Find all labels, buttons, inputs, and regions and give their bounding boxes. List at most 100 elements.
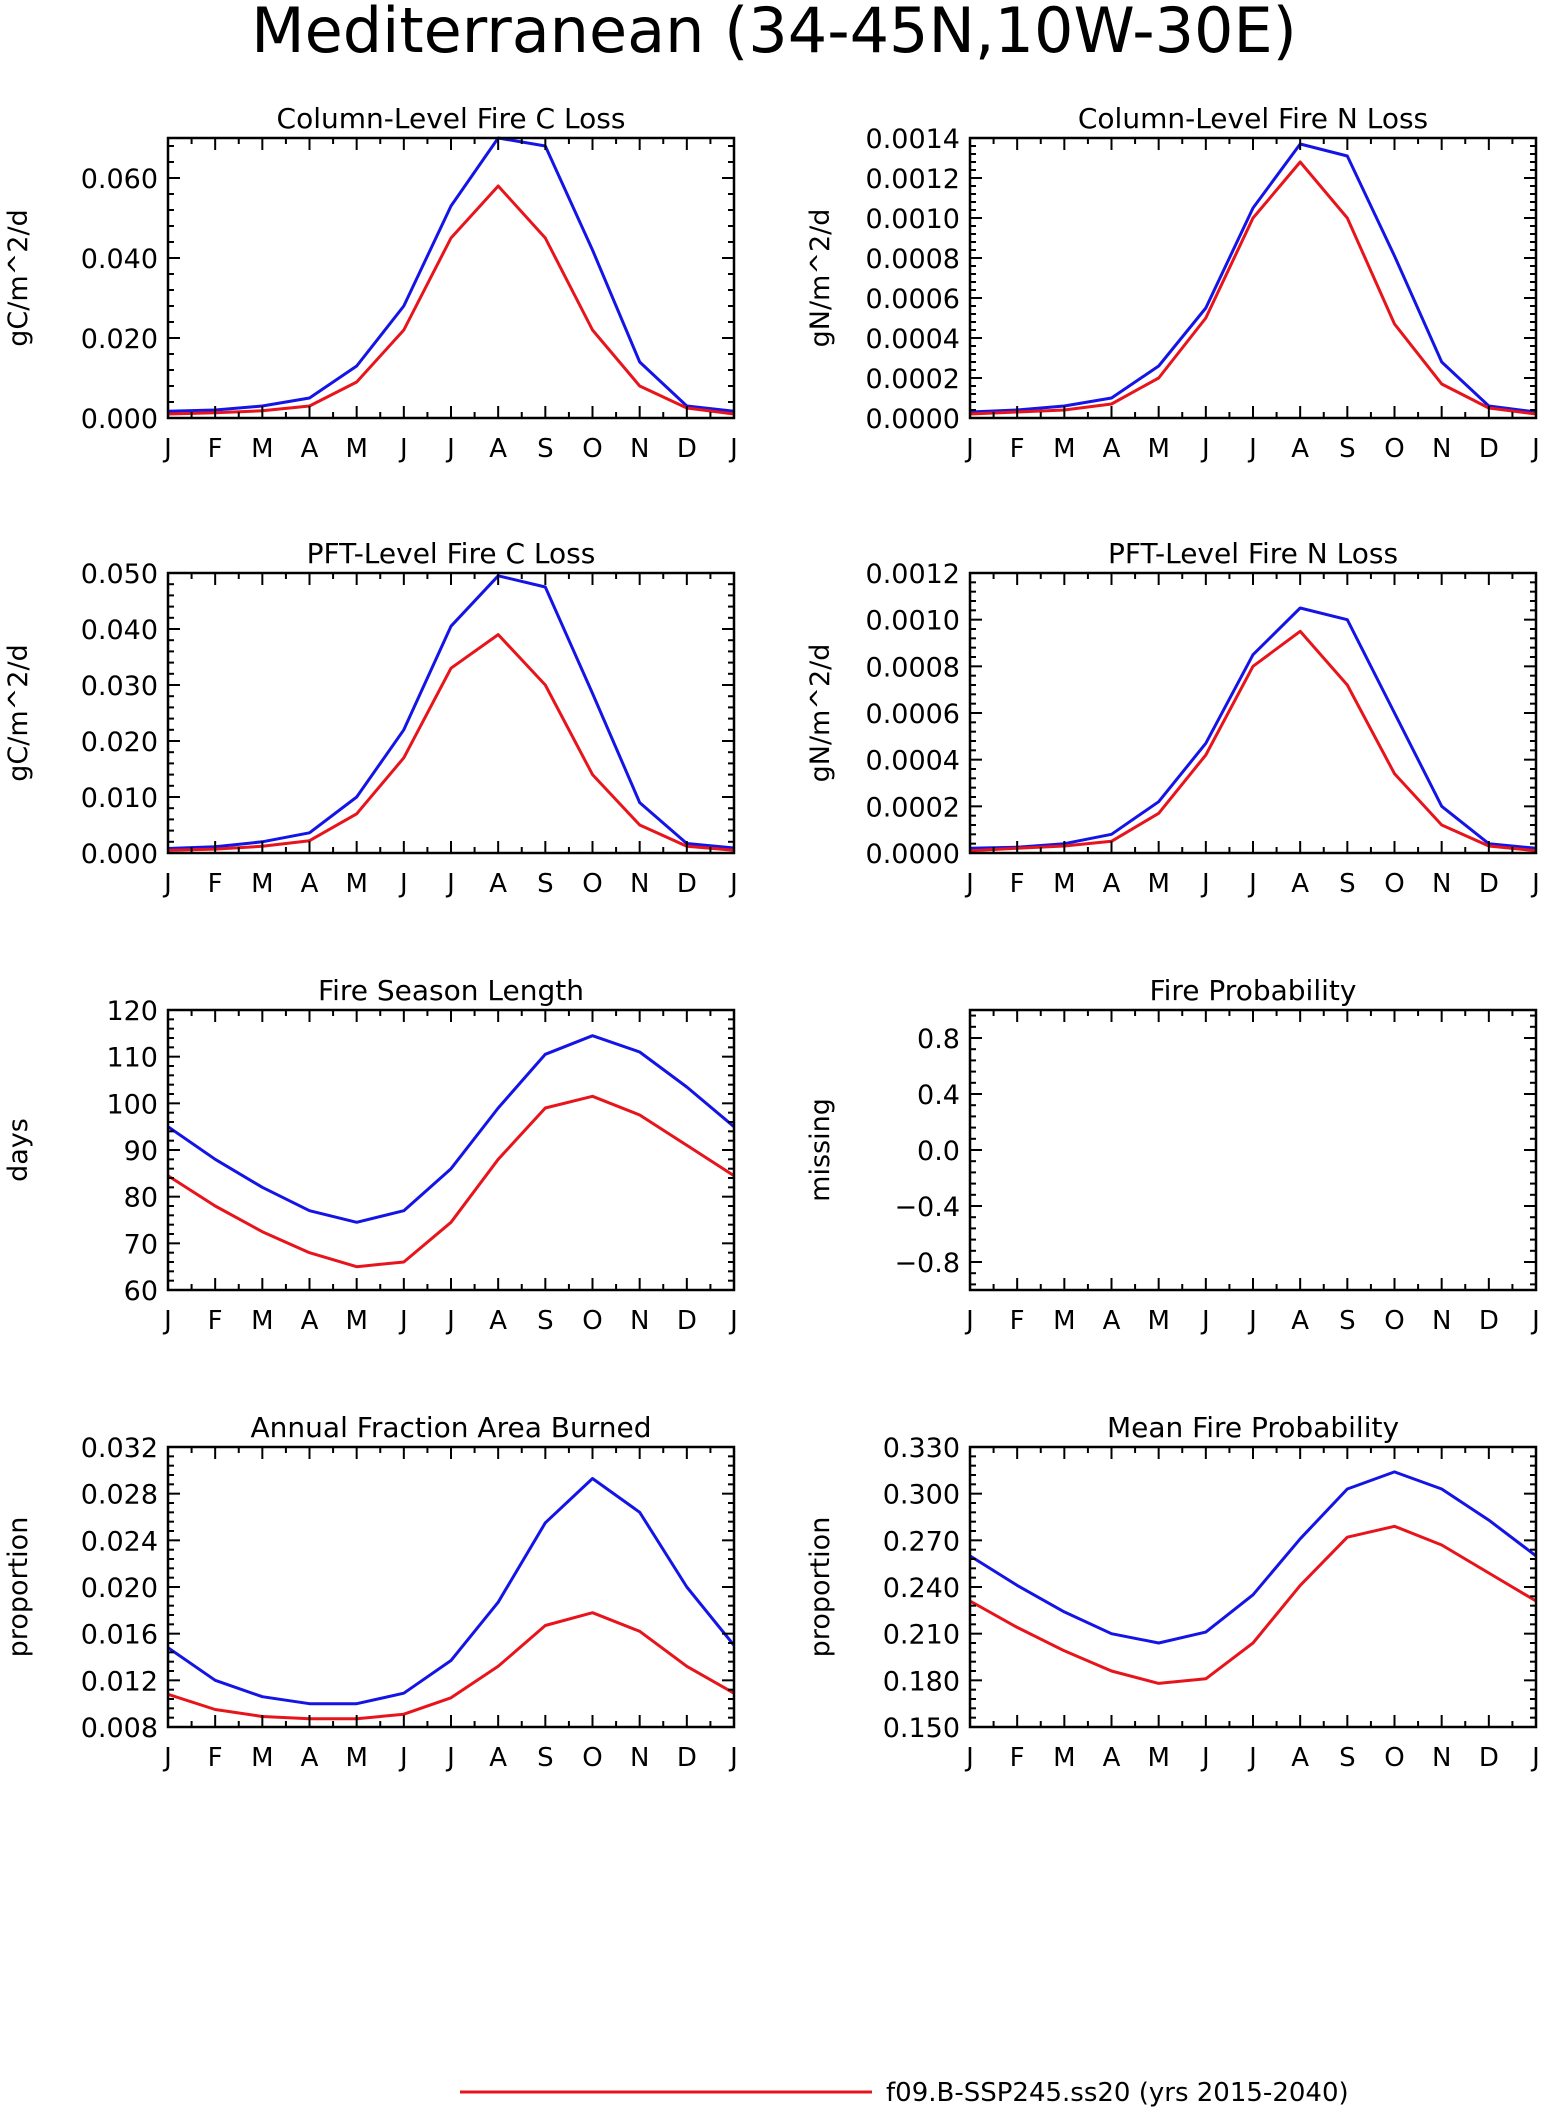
panel-title: Column-Level Fire C Loss bbox=[277, 102, 626, 135]
x-tick-label: N bbox=[630, 869, 649, 899]
series-line-2 bbox=[167, 633, 735, 852]
x-tick-label: F bbox=[1010, 869, 1025, 899]
y-tick-label: 0.040 bbox=[81, 615, 158, 646]
x-tick-label: M bbox=[1053, 1306, 1075, 1336]
x-tick-label: F bbox=[208, 434, 223, 464]
y-tick-label: 0.020 bbox=[81, 1573, 158, 1604]
y-tick-label: 0.008 bbox=[81, 1713, 158, 1744]
y-tick-label: 0.030 bbox=[81, 671, 158, 702]
x-tick-label: O bbox=[1384, 1306, 1404, 1336]
x-tick-label: O bbox=[582, 1743, 602, 1773]
x-tick-label: O bbox=[1384, 869, 1404, 899]
x-tick-label: D bbox=[1479, 869, 1499, 899]
x-tick-label: M bbox=[1147, 869, 1169, 899]
y-axis-label: proportion bbox=[805, 1517, 836, 1658]
x-tick-label: D bbox=[1479, 1743, 1499, 1773]
plot-frame bbox=[968, 136, 1538, 420]
x-tick-label: N bbox=[630, 434, 649, 464]
x-tick-label: M bbox=[345, 1743, 367, 1773]
series-line-1 bbox=[167, 1034, 735, 1224]
x-tick-label: J bbox=[1247, 1306, 1257, 1336]
x-tick-label: A bbox=[1291, 1306, 1309, 1336]
x-tick-label: A bbox=[301, 869, 319, 899]
panel-title: Column-Level Fire N Loss bbox=[1078, 102, 1428, 135]
x-tick-label: J bbox=[1247, 1743, 1257, 1773]
y-tick-label: 90 bbox=[124, 1136, 158, 1167]
panel-title: Annual Fraction Area Burned bbox=[251, 1411, 652, 1444]
x-tick-label: J bbox=[1530, 1743, 1540, 1773]
y-tick-label: 0.0004 bbox=[866, 746, 960, 777]
y-tick-label: 0.0012 bbox=[866, 559, 960, 590]
x-tick-label: M bbox=[345, 434, 367, 464]
x-tick-label: J bbox=[1200, 869, 1210, 899]
y-axis-label: gC/m^2/d bbox=[3, 209, 34, 346]
x-tick-label: J bbox=[162, 1743, 172, 1773]
y-tick-label: 0.0000 bbox=[866, 404, 960, 435]
x-tick-label: D bbox=[1479, 1306, 1499, 1336]
x-tick-label: J bbox=[162, 1306, 172, 1336]
x-tick-label: J bbox=[964, 1306, 974, 1336]
y-tick-label: 0.150 bbox=[883, 1713, 960, 1744]
x-tick-label: M bbox=[251, 434, 273, 464]
x-tick-label: J bbox=[1200, 434, 1210, 464]
panel-title: Fire Season Length bbox=[318, 974, 584, 1007]
y-tick-label: 0.300 bbox=[883, 1480, 960, 1511]
y-tick-label: 0.010 bbox=[81, 783, 158, 814]
x-tick-label: F bbox=[208, 869, 223, 899]
x-tick-label: D bbox=[677, 1743, 697, 1773]
y-axis-label: gN/m^2/d bbox=[805, 209, 836, 348]
x-tick-label: M bbox=[1147, 434, 1169, 464]
y-tick-label: 0.012 bbox=[81, 1666, 158, 1697]
y-tick-label: 110 bbox=[106, 1043, 158, 1074]
x-tick-label: A bbox=[301, 1743, 319, 1773]
x-tick-label: O bbox=[1384, 1743, 1404, 1773]
y-tick-label: 0.0006 bbox=[866, 699, 960, 730]
y-tick-label: 0.270 bbox=[883, 1526, 960, 1557]
x-tick-label: M bbox=[251, 869, 273, 899]
y-tick-label: 60 bbox=[124, 1276, 158, 1307]
x-tick-label: A bbox=[489, 1743, 507, 1773]
plot-frame bbox=[166, 136, 736, 420]
x-tick-label: S bbox=[1339, 869, 1356, 899]
x-tick-label: F bbox=[208, 1306, 223, 1336]
legend: f09.B-SSP245.ss20 (yrs 2015-2040) bbox=[460, 2078, 1349, 2108]
x-tick-label: F bbox=[208, 1743, 223, 1773]
plot-frame bbox=[166, 1008, 736, 1292]
y-tick-label: 0.024 bbox=[81, 1526, 158, 1557]
y-tick-label: 0.0014 bbox=[866, 124, 960, 155]
x-tick-label: J bbox=[964, 1743, 974, 1773]
x-tick-label: A bbox=[1103, 434, 1121, 464]
y-tick-label: 0.0 bbox=[917, 1136, 960, 1167]
y-tick-label: 0.016 bbox=[81, 1620, 158, 1651]
y-axis-label: proportion bbox=[3, 1517, 34, 1658]
x-tick-label: A bbox=[1103, 869, 1121, 899]
y-tick-label: 0.020 bbox=[81, 324, 158, 355]
x-tick-label: J bbox=[445, 869, 455, 899]
x-tick-label: A bbox=[1103, 1743, 1121, 1773]
x-tick-label: S bbox=[537, 869, 554, 899]
series-line-1 bbox=[969, 606, 1537, 850]
x-tick-label: A bbox=[489, 1306, 507, 1336]
plot-frame bbox=[968, 571, 1538, 855]
y-tick-label: 70 bbox=[124, 1229, 158, 1260]
x-tick-label: M bbox=[251, 1743, 273, 1773]
x-tick-label: S bbox=[537, 434, 554, 464]
y-axis-label: days bbox=[3, 1118, 34, 1182]
x-tick-label: M bbox=[1147, 1743, 1169, 1773]
y-tick-label: −0.4 bbox=[894, 1192, 960, 1223]
x-tick-label: J bbox=[728, 1306, 738, 1336]
x-tick-label: M bbox=[1147, 1306, 1169, 1336]
y-tick-label: 0.000 bbox=[81, 839, 158, 870]
x-tick-label: N bbox=[1432, 1306, 1451, 1336]
x-tick-label: S bbox=[1339, 1306, 1356, 1336]
y-tick-label: 0.0010 bbox=[866, 204, 960, 235]
x-tick-label: S bbox=[1339, 434, 1356, 464]
x-tick-label: A bbox=[301, 1306, 319, 1336]
x-tick-label: M bbox=[251, 1306, 273, 1336]
x-tick-label: N bbox=[1432, 434, 1451, 464]
x-tick-label: D bbox=[677, 1306, 697, 1336]
x-tick-label: N bbox=[630, 1743, 649, 1773]
